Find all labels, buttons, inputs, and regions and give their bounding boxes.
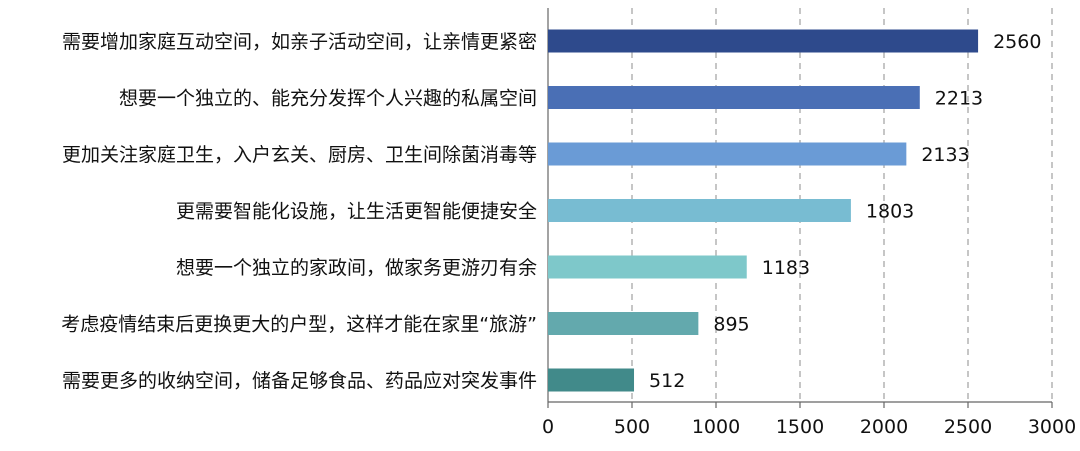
value-label: 1803	[866, 201, 914, 223]
category-label: 想要一个独立的家政间，做家务更游刃有余	[176, 257, 537, 279]
bar	[548, 255, 747, 279]
category-label: 更加关注家庭卫生，入户玄关、厨房、卫生间除菌消毒等	[62, 144, 537, 166]
bar	[548, 199, 851, 222]
value-label: 2133	[921, 144, 969, 166]
category-label: 想要一个独立的、能充分发挥个人兴趣的私属空间	[119, 88, 537, 110]
x-tick-label: 500	[614, 416, 650, 438]
x-axis-ticks: 0 500 1000 1500 2000 2500 3000	[542, 402, 1076, 438]
category-label: 需要更多的收纳空间，储备足够食品、药品应对突发事件	[62, 370, 537, 392]
value-labels: 2560 2213 2133 1803 1183 895 512	[649, 31, 1041, 392]
value-label: 2560	[993, 31, 1041, 53]
x-tick-label: 0	[542, 416, 554, 438]
bar	[548, 29, 979, 53]
bars	[548, 29, 979, 392]
bar	[548, 86, 920, 109]
value-label: 2213	[935, 88, 983, 110]
category-label: 更需要智能化设施，让生活更智能便捷安全	[176, 201, 537, 223]
x-tick-label: 1500	[776, 416, 824, 438]
x-tick-label: 2500	[944, 416, 992, 438]
bar	[548, 312, 699, 335]
x-tick-label: 1000	[692, 416, 740, 438]
x-tick-label: 3000	[1028, 416, 1076, 438]
bar	[548, 368, 635, 392]
category-labels: 需要增加家庭互动空间，如亲子活动空间，让亲情更紧密想要一个独立的、能充分发挥个人…	[61, 31, 537, 392]
category-label: 需要增加家庭互动空间，如亲子活动空间，让亲情更紧密	[62, 31, 537, 53]
value-label: 512	[649, 370, 685, 392]
category-label: 考虑疫情结束后更换更大的户型，这样才能在家里“旅游”	[61, 314, 537, 336]
x-tick-label: 2000	[860, 416, 908, 438]
bar	[548, 142, 907, 166]
value-label: 1183	[762, 257, 810, 279]
value-label: 895	[713, 314, 749, 336]
